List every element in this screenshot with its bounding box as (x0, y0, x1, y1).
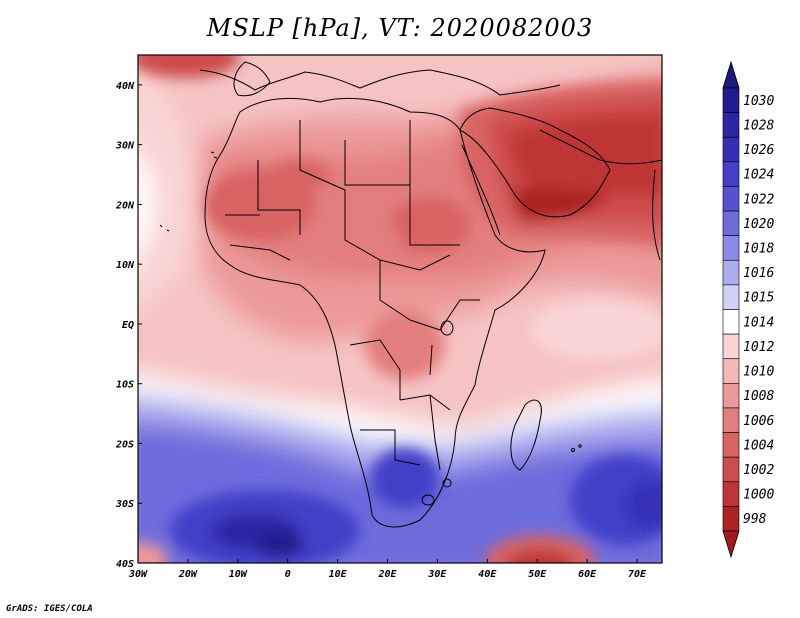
lon-tick-label: 60E (578, 569, 597, 580)
axis-ticks: 30W 20W 10W 0 10E 20E 30E 40E 50E 60E 70E 40N 30N 20N… (115, 81, 647, 580)
colorbar-swatch (722, 161, 740, 187)
colorbar-swatch (722, 383, 740, 409)
colorbar-label: 1016 (743, 266, 774, 281)
colorbar-swatch (722, 210, 740, 236)
colorbar-swatch (722, 481, 740, 507)
colorbar-label: 1006 (743, 414, 774, 429)
lon-tick-label: 70E (628, 569, 647, 580)
colorbar-swatch (722, 432, 740, 458)
colorbar-label: 1022 (743, 192, 774, 207)
credit-text: GrADS: IGES/COLA (6, 604, 93, 614)
colorbar-swatch (722, 235, 740, 261)
lon-tick-label: 10E (329, 569, 348, 580)
lon-tick-label: 20E (377, 569, 397, 580)
lat-tick-label: 30N (115, 141, 135, 152)
lat-tick-label: 10N (116, 260, 135, 271)
colorbar-swatch (722, 506, 740, 532)
lat-tick-label: 20N (115, 200, 135, 211)
colorbar-label: 1020 (743, 217, 774, 232)
colorbar-label: 1012 (743, 340, 774, 355)
lon-tick-label: 50E (528, 569, 547, 580)
colorbar-label: 1008 (743, 389, 774, 404)
pressure-field (138, 55, 662, 563)
colorbar-swatch (722, 456, 740, 483)
map-title: MSLP [hPa], VT: 2020082003 (206, 14, 594, 42)
map-frame (137, 54, 663, 564)
lat-tick-label: 40S (116, 559, 134, 570)
colorbar-bottom-arrow (722, 530, 740, 559)
lat-tick-label: 40N (116, 81, 135, 92)
lat-tick-label: 30S (115, 499, 134, 510)
colorbar-label: 1004 (743, 438, 774, 453)
colorbar-label: 1002 (743, 463, 774, 478)
lon-tick-label: 0 (285, 569, 291, 580)
lat-tick-label: 10S (116, 380, 134, 391)
colorbar-label: 998 (743, 512, 767, 527)
colorbar-top-arrow (722, 60, 740, 89)
colorbar-swatch (722, 136, 740, 163)
lon-tick-label: 20W (178, 569, 198, 580)
lon-tick-label: 30E (427, 569, 447, 580)
colorbar-swatch (722, 112, 740, 138)
colorbar-label: 1030 (743, 94, 774, 109)
colorbar-label: 1028 (743, 118, 774, 133)
colorbar-label: 1015 (743, 291, 774, 306)
colorbar-label: 1018 (743, 241, 774, 256)
colorbar-swatch (722, 259, 740, 286)
colorbar-label: 1026 (743, 143, 774, 158)
colorbar-swatch (722, 186, 740, 212)
lon-tick-label: 30W (128, 569, 148, 580)
lon-tick-label: 40E (478, 569, 497, 580)
colorbar-label: 1000 (743, 488, 774, 503)
lat-tick-label: 20S (115, 439, 134, 450)
colorbar-swatch (722, 87, 740, 113)
colorbar-swatch (722, 358, 740, 384)
lon-tick-label: 10W (229, 569, 248, 580)
colorbar-swatch (722, 284, 740, 310)
colorbar: 1030 1028 1026 1024 1022 1020 1018 1016 1015 1014… (722, 60, 774, 559)
colorbar-swatch (722, 407, 740, 433)
colorbar-swatch (722, 333, 740, 360)
colorbar-swatch (722, 309, 740, 335)
colorbar-label: 1014 (743, 315, 774, 330)
coastline (159, 61, 662, 528)
colorbar-label: 1010 (743, 365, 774, 380)
colorbar-label: 1024 (743, 168, 774, 183)
lat-tick-label: EQ (122, 320, 134, 331)
